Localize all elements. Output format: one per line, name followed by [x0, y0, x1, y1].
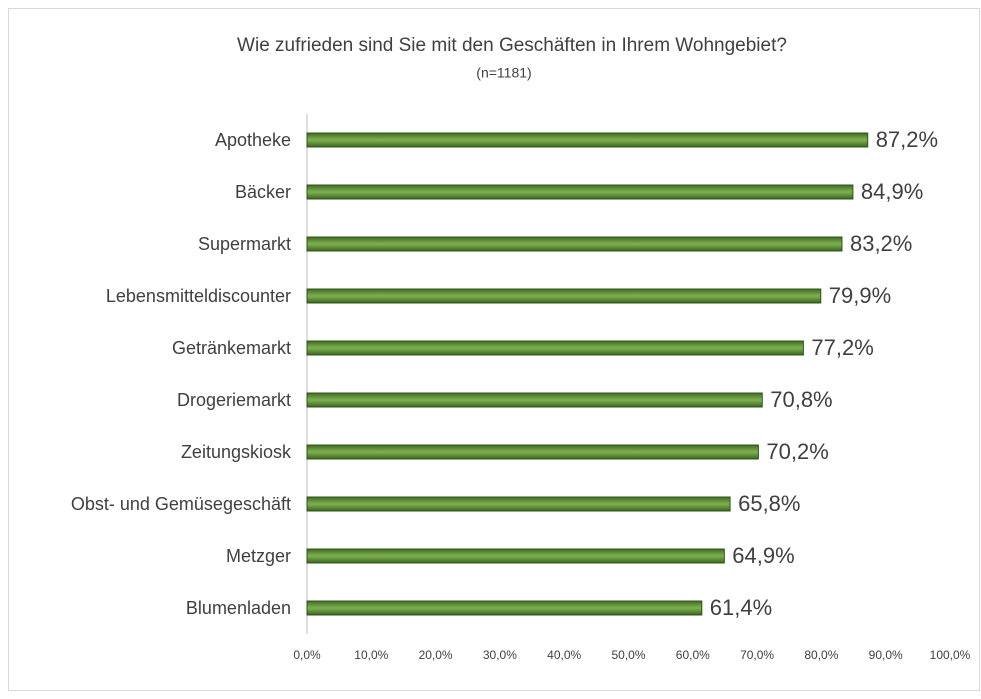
y-tick-label: Drogeriemarkt	[177, 390, 291, 410]
y-tick-label: Blumenladen	[186, 598, 291, 618]
value-label: 65,8%	[738, 491, 800, 516]
x-tick-label: 100,0%	[930, 648, 971, 662]
bar	[306, 392, 763, 408]
y-tick-label: Supermarkt	[198, 234, 291, 254]
value-label: 83,2%	[850, 231, 912, 256]
x-tick-label: 70,0%	[740, 648, 774, 662]
bar	[306, 496, 731, 512]
y-tick-label: Getränkemarkt	[172, 338, 291, 358]
y-tick-label: Apotheke	[215, 130, 291, 150]
value-label: 87,2%	[876, 127, 938, 152]
y-tick-label: Obst- und Gemüsegeschäft	[71, 494, 291, 514]
value-label: 64,9%	[732, 543, 794, 568]
value-label: 77,2%	[811, 335, 873, 360]
chart-subtitle: (n=1181)	[476, 65, 531, 81]
y-tick-label: Metzger	[226, 546, 291, 566]
y-tick-label: Bäcker	[235, 182, 291, 202]
y-tick-label: Zeitungskiosk	[181, 442, 292, 462]
chart-title: Wie zufrieden sind Sie mit den Geschäfte…	[237, 35, 787, 56]
value-label: 70,8%	[770, 387, 832, 412]
bar	[306, 184, 854, 200]
x-tick-label: 60,0%	[676, 648, 710, 662]
bar	[306, 288, 822, 304]
bar	[306, 236, 843, 252]
value-label: 61,4%	[710, 595, 772, 620]
x-tick-label: 30,0%	[483, 648, 517, 662]
x-tick-label: 10,0%	[354, 648, 388, 662]
x-tick-label: 0,0%	[293, 648, 321, 662]
y-tick-label: Lebensmitteldiscounter	[106, 286, 291, 306]
x-tick-label: 90,0%	[869, 648, 903, 662]
value-label: 84,9%	[861, 179, 923, 204]
bar	[306, 444, 759, 460]
bar	[306, 132, 869, 148]
value-label: 70,2%	[766, 439, 828, 464]
x-tick-label: 20,0%	[419, 648, 453, 662]
x-tick-label: 40,0%	[547, 648, 581, 662]
bar	[306, 548, 725, 564]
x-tick-label: 80,0%	[804, 648, 838, 662]
value-label: 79,9%	[829, 283, 891, 308]
bar	[306, 600, 703, 616]
bar	[306, 340, 804, 356]
x-tick-label: 50,0%	[611, 648, 645, 662]
